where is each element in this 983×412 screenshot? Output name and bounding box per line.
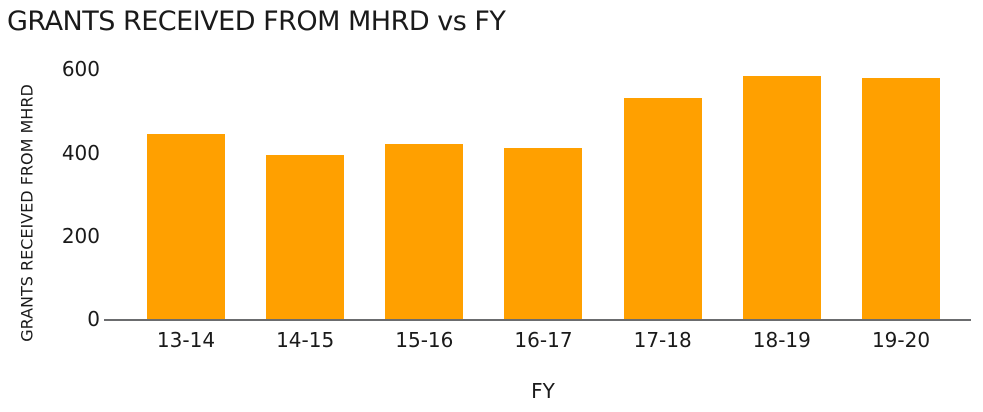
x-axis-title: FY (531, 379, 555, 403)
y-tick-label: 200 (61, 223, 100, 248)
bar-19-20 (862, 77, 940, 319)
bar-17-18 (623, 98, 702, 319)
x-tick-label: 17-18 (633, 328, 692, 352)
bar-14-15 (266, 154, 345, 319)
x-axis-line (104, 319, 971, 321)
bar-16-17 (504, 148, 583, 319)
x-tick-label: 15-16 (395, 328, 454, 352)
x-tick-label: 19-20 (871, 328, 931, 352)
x-tick-label: 18-19 (752, 328, 811, 352)
bar-18-19 (742, 75, 821, 319)
y-axis-title: GRANTS RECEIVED FROM MHRD (17, 84, 37, 342)
x-tick-label: 16-17 (514, 328, 573, 352)
x-tick-label: 14-15 (276, 328, 335, 352)
y-tick-label: 400 (61, 140, 100, 165)
bar-13-14 (146, 133, 225, 319)
bar-15-16 (385, 144, 464, 319)
y-tick-label: 0 (87, 307, 100, 331)
x-tick-label: 13-14 (156, 328, 216, 352)
y-tick-label: 600 (61, 57, 100, 82)
chart-title: GRANTS RECEIVED FROM MHRD vs FY (7, 6, 506, 37)
